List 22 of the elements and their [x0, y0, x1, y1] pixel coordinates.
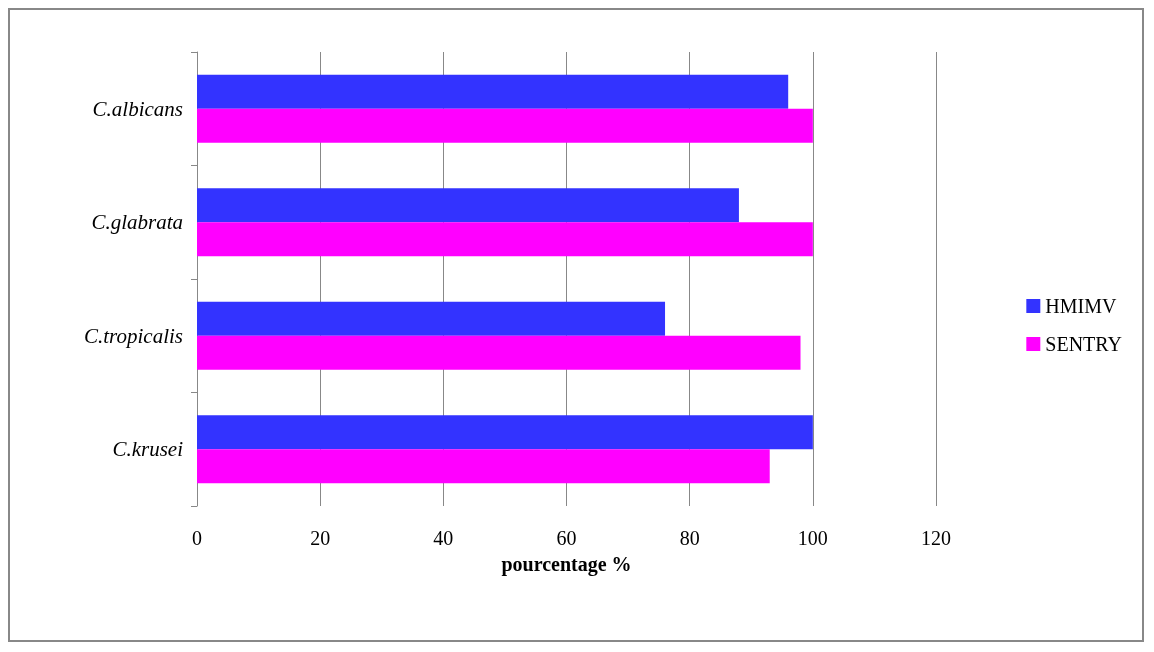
y-tick-label: C.albicans — [92, 96, 183, 121]
bar — [197, 108, 813, 143]
x-tick-label: 0 — [192, 527, 202, 549]
x-tick-label: 100 — [797, 527, 828, 549]
legend-label: SENTRY — [1045, 333, 1123, 355]
y-tick-label: C.glabrata — [91, 210, 183, 235]
x-tick-label: 20 — [310, 527, 331, 549]
y-tick-label: C.krusei — [112, 437, 184, 462]
bar — [197, 335, 801, 370]
x-axis-title: pourcentage % — [501, 553, 632, 576]
y-tick-label: C.tropicalis — [84, 323, 183, 348]
bar — [197, 188, 739, 223]
bar — [197, 222, 813, 257]
legend-label: HMIMV — [1045, 295, 1117, 317]
x-tick-label: 40 — [433, 527, 454, 549]
x-tick-label: 120 — [921, 527, 951, 549]
bar — [197, 449, 770, 484]
bar — [197, 301, 666, 336]
x-tick-label: 80 — [679, 527, 700, 549]
bar — [197, 415, 813, 450]
bar — [197, 74, 789, 109]
x-tick-label: 60 — [556, 527, 577, 549]
